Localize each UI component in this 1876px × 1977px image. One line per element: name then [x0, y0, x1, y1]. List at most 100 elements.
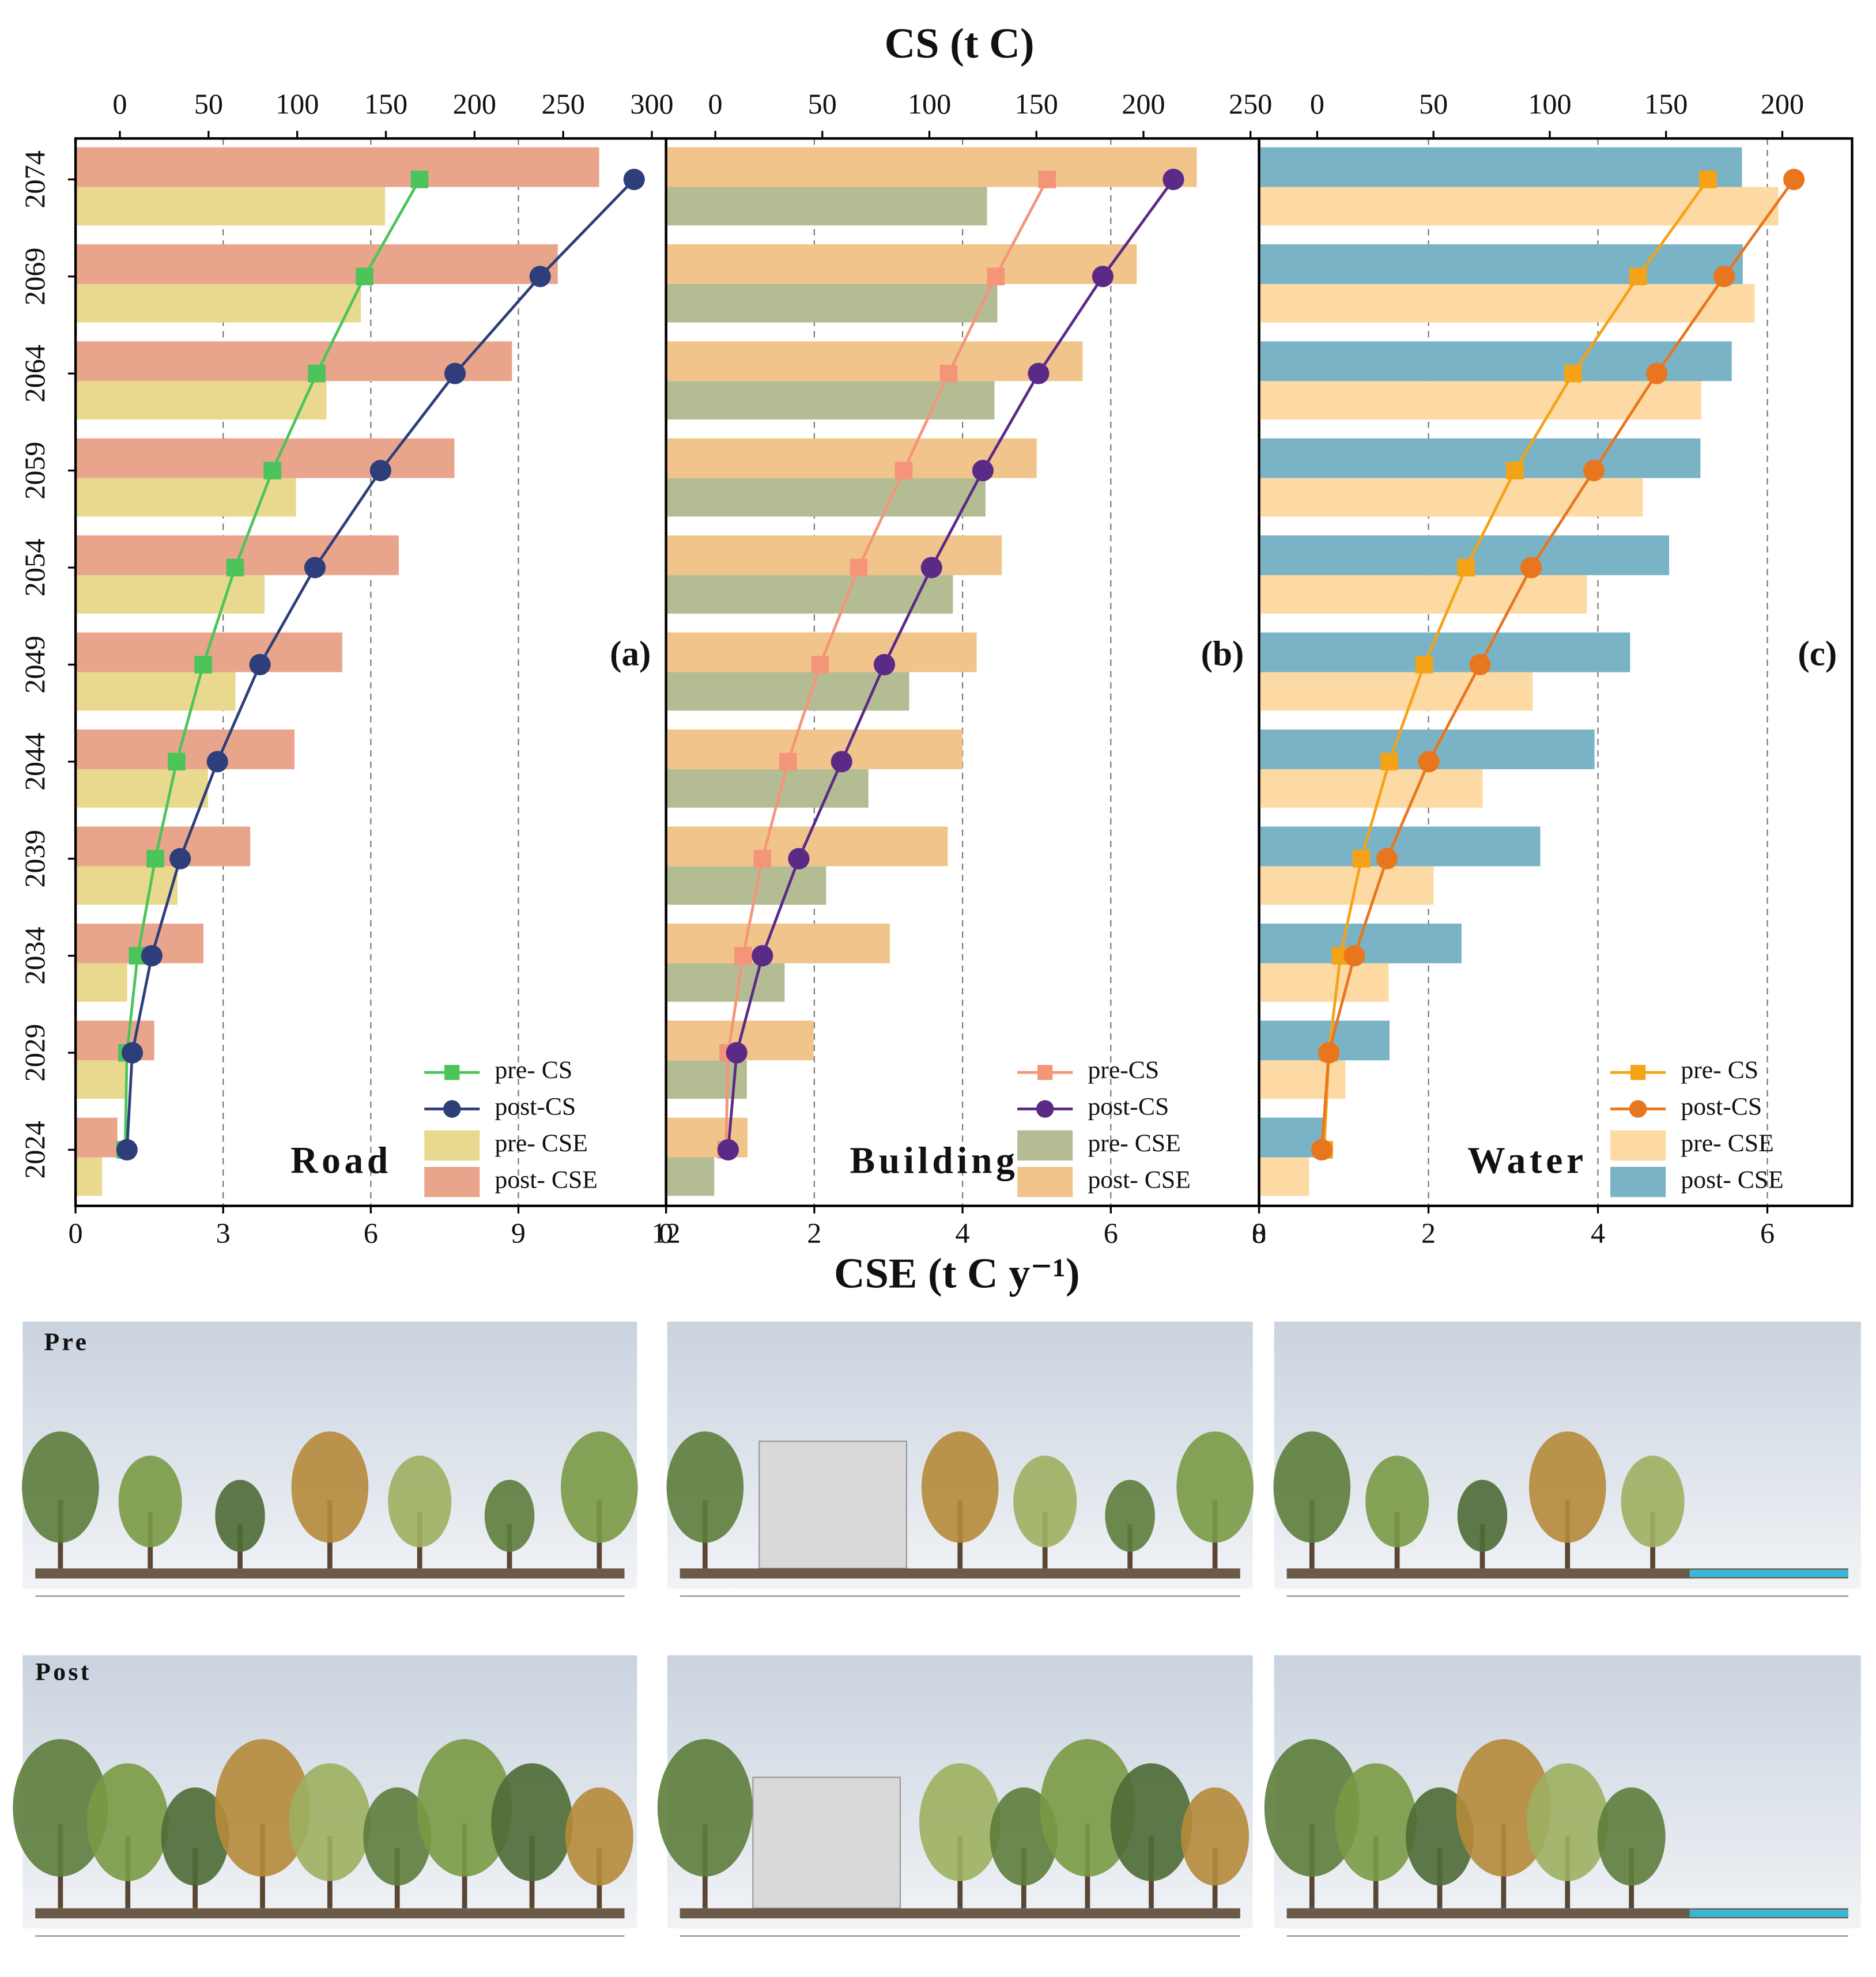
- bar: [1259, 187, 1779, 226]
- panel-label: (c): [1798, 634, 1837, 673]
- x-tick-label: 2: [807, 1217, 821, 1249]
- tree-crown: [1040, 1739, 1135, 1877]
- marker: [1343, 945, 1365, 967]
- marker: [811, 656, 829, 674]
- bar: [666, 923, 890, 963]
- bar: [1259, 672, 1533, 711]
- marker: [1376, 848, 1398, 870]
- x-tick-label: 4: [1591, 1217, 1605, 1249]
- marker: [1318, 1042, 1340, 1064]
- top-axis-title: CS (t C): [885, 20, 1035, 67]
- tree-crown: [1528, 1431, 1606, 1543]
- marker: [141, 945, 163, 967]
- y-tick-label: 2034: [18, 927, 51, 984]
- marker: [1162, 168, 1184, 190]
- plot-frame: [1258, 137, 1854, 1207]
- bar: [1259, 866, 1434, 905]
- bar: [1259, 478, 1643, 517]
- legend-swatch: [1610, 1130, 1666, 1161]
- x2-tick-label: 50: [1419, 88, 1448, 120]
- marker: [753, 849, 772, 868]
- ground: [35, 1568, 625, 1579]
- bar: [76, 866, 178, 905]
- marker: [1583, 460, 1605, 482]
- legend-swatch: [424, 1130, 480, 1161]
- x2-tick-label: 50: [194, 88, 223, 120]
- bar: [666, 535, 1002, 576]
- tree-crown: [666, 1431, 744, 1543]
- marker: [1783, 168, 1805, 190]
- y-tick-label: 2039: [18, 830, 51, 887]
- x-tick-label: 2: [1421, 1217, 1436, 1249]
- x-tick-label: 8: [1252, 1217, 1266, 1249]
- bar: [76, 244, 558, 284]
- tree-crown: [484, 1480, 535, 1552]
- bar: [666, 866, 826, 905]
- x-tick-label: 6: [1760, 1217, 1775, 1249]
- tree-crown: [1527, 1763, 1609, 1881]
- tree-crown: [417, 1739, 512, 1877]
- marker: [1457, 558, 1475, 577]
- panel-title: Building: [850, 1140, 1019, 1182]
- bar: [76, 1157, 103, 1196]
- bar: [666, 147, 1197, 187]
- section-illustration: [13, 1655, 637, 1937]
- marker: [939, 364, 958, 383]
- bar: [1259, 283, 1755, 323]
- marker: [972, 460, 994, 482]
- bar: [666, 963, 785, 1002]
- tree-crown: [491, 1763, 573, 1881]
- bar: [666, 1157, 715, 1196]
- marker: [1092, 266, 1113, 288]
- x2-tick-label: 0: [1310, 88, 1324, 120]
- marker: [1418, 751, 1440, 773]
- legend-label: pre-CS: [1088, 1056, 1159, 1084]
- bar: [76, 478, 296, 517]
- bar: [76, 341, 512, 381]
- bar: [76, 575, 265, 614]
- legend-label: pre- CS: [1681, 1056, 1758, 1084]
- x2-tick-label: 100: [908, 88, 951, 120]
- y-tick-label: 2024: [18, 1121, 51, 1178]
- bar: [76, 283, 361, 323]
- tree-crown: [1013, 1456, 1077, 1548]
- panel-label: (b): [1201, 634, 1244, 673]
- bar: [666, 187, 987, 226]
- tree-crown: [363, 1787, 432, 1886]
- bar: [76, 1060, 126, 1099]
- marker: [726, 1042, 748, 1064]
- bar: [76, 769, 208, 808]
- y-tick-label: 2064: [18, 345, 51, 402]
- marker: [369, 460, 391, 482]
- panel-label: (a): [610, 634, 651, 673]
- marker: [717, 1139, 739, 1161]
- tree-crown: [1597, 1787, 1666, 1886]
- legend-marker: [1036, 1100, 1054, 1118]
- bar: [1259, 1157, 1309, 1196]
- marker: [1038, 171, 1056, 188]
- marker: [263, 462, 281, 479]
- tree-crown: [1264, 1739, 1360, 1877]
- water: [1689, 1909, 1848, 1918]
- marker: [894, 462, 913, 479]
- bar: [76, 147, 599, 187]
- marker: [410, 171, 429, 188]
- tree-crown: [1335, 1763, 1417, 1881]
- marker: [304, 557, 326, 579]
- tree-crown: [1457, 1480, 1508, 1552]
- x2-tick-label: 250: [1229, 88, 1272, 120]
- bar: [1259, 963, 1389, 1002]
- marker: [168, 753, 186, 771]
- tree-crown: [1456, 1739, 1552, 1877]
- marker: [249, 653, 271, 675]
- bar: [76, 187, 386, 226]
- row-label: Post: [35, 1658, 92, 1685]
- marker: [1352, 849, 1371, 868]
- tree-crown: [289, 1763, 371, 1881]
- marker: [788, 848, 810, 870]
- x-tick-label: 6: [1104, 1217, 1118, 1249]
- marker: [1699, 171, 1717, 188]
- legend-label: pre- CSE: [495, 1129, 588, 1157]
- tree-crown: [13, 1739, 108, 1877]
- x-tick-label: 9: [511, 1217, 526, 1249]
